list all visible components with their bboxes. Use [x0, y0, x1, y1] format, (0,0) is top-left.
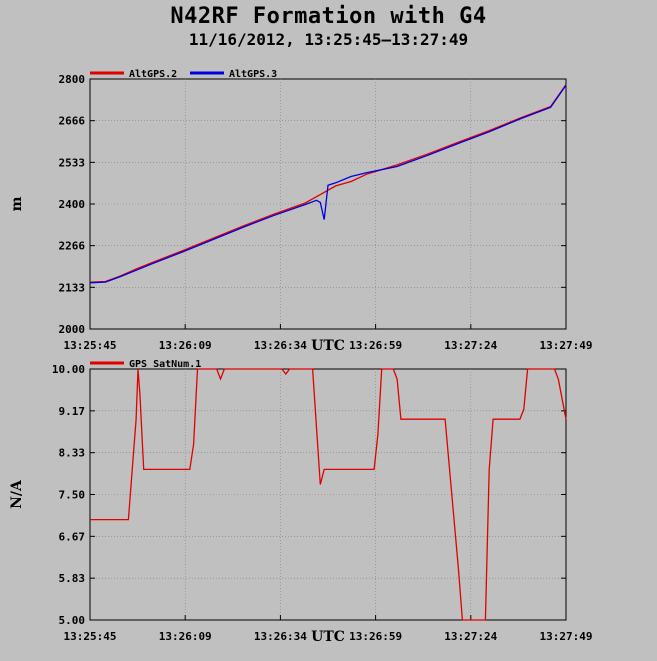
series-line-altgps-3 — [89, 84, 567, 284]
y-tick-label: 9.17 — [59, 405, 86, 418]
y-tick-label: 5.00 — [59, 614, 86, 627]
legend-label: AltGPS.3 — [229, 69, 277, 80]
y-tick-label: 10.00 — [52, 363, 85, 376]
y-axis-label: m — [9, 196, 25, 211]
y-axis-label: N/A — [9, 479, 25, 509]
x-tick-label: 13:27:49 — [540, 339, 593, 352]
x-tick-label: 13:27:24 — [444, 630, 497, 643]
legend-label: AltGPS.2 — [129, 69, 177, 80]
y-tick-label: 2400 — [59, 198, 86, 211]
y-tick-label: 8.33 — [59, 447, 86, 460]
y-tick-label: 2533 — [59, 156, 86, 169]
chart-subtitle: 11/16/2012, 13:25:45–13:27:49 — [188, 30, 469, 49]
x-axis-label: UTC — [311, 338, 345, 354]
x-tick-label: 13:26:34 — [254, 339, 307, 352]
y-tick-label: 7.50 — [59, 489, 86, 502]
x-tick-label: 13:26:09 — [159, 630, 212, 643]
chart-panel-1: 2000 2133 2266 2400 2533 2666 2800 13:25:45 13:2… — [9, 69, 592, 354]
legend-label: GPS_SatNum.1 — [129, 359, 201, 370]
y-tick-label: 2133 — [59, 281, 86, 294]
x-tick-label: 13:27:24 — [444, 339, 497, 352]
chart-title: N42RF Formation with G4 — [170, 4, 487, 29]
y-tick-label: 2000 — [59, 323, 86, 336]
x-axis-label: UTC — [311, 629, 345, 645]
x-tick-label: 13:26:59 — [349, 630, 402, 643]
series-line-altgps-2 — [89, 84, 567, 283]
x-tick-label: 13:26:34 — [254, 630, 307, 643]
x-tick-label: 13:25:45 — [64, 630, 117, 643]
y-tick-label: 2266 — [59, 240, 86, 253]
x-tick-label: 13:26:09 — [159, 339, 212, 352]
y-tick-label: 2800 — [59, 73, 86, 86]
x-tick-label: 13:26:59 — [349, 339, 402, 352]
y-tick-label: 6.67 — [59, 530, 86, 543]
series-line-gps-satnum-1 — [90, 368, 567, 621]
x-tick-label: 13:25:45 — [64, 339, 117, 352]
y-tick-label: 5.83 — [59, 572, 86, 585]
y-tick-label: 2666 — [59, 115, 86, 128]
chart-panel-2: 5.00 5.83 6.67 7.50 8.33 9.17 10.00 13:25:45 13:… — [9, 359, 592, 645]
x-tick-label: 13:27:49 — [540, 630, 593, 643]
